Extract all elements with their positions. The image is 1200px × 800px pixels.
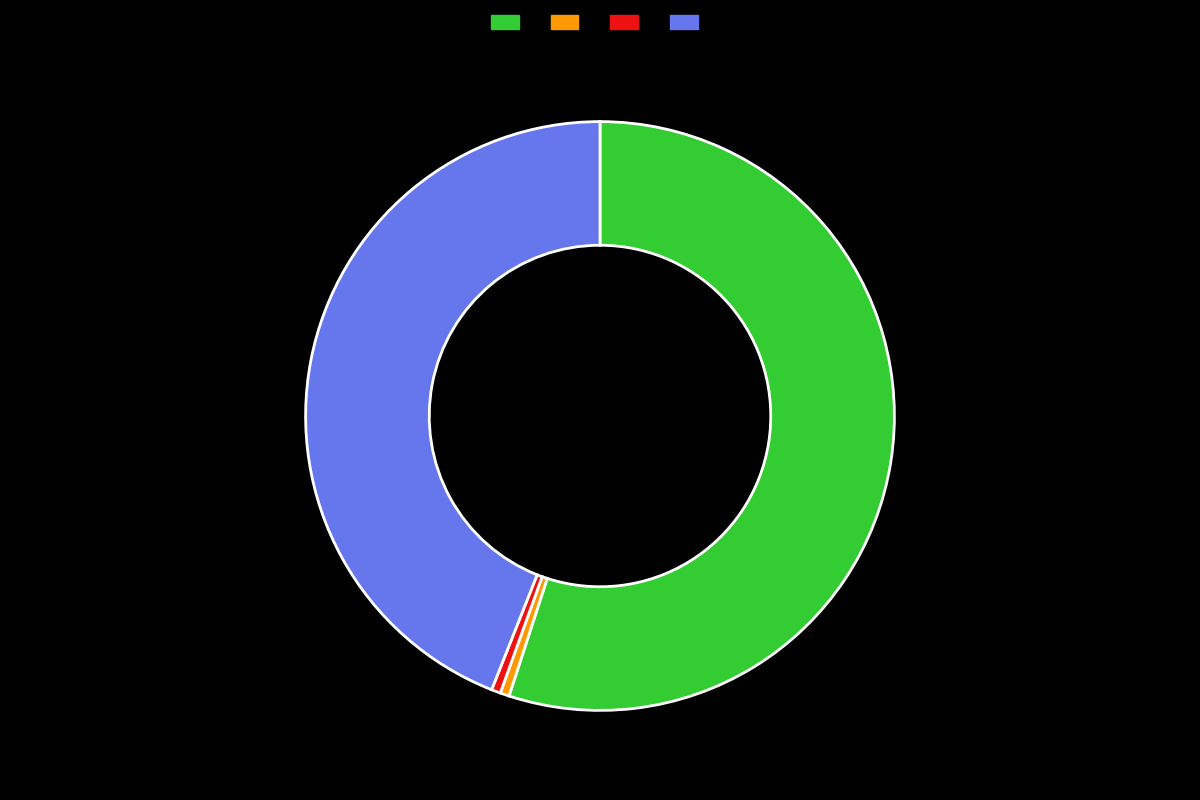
Wedge shape — [500, 577, 547, 696]
Wedge shape — [492, 574, 542, 693]
Wedge shape — [306, 122, 600, 690]
Legend: , , , : , , , — [487, 10, 713, 34]
Wedge shape — [509, 122, 894, 710]
